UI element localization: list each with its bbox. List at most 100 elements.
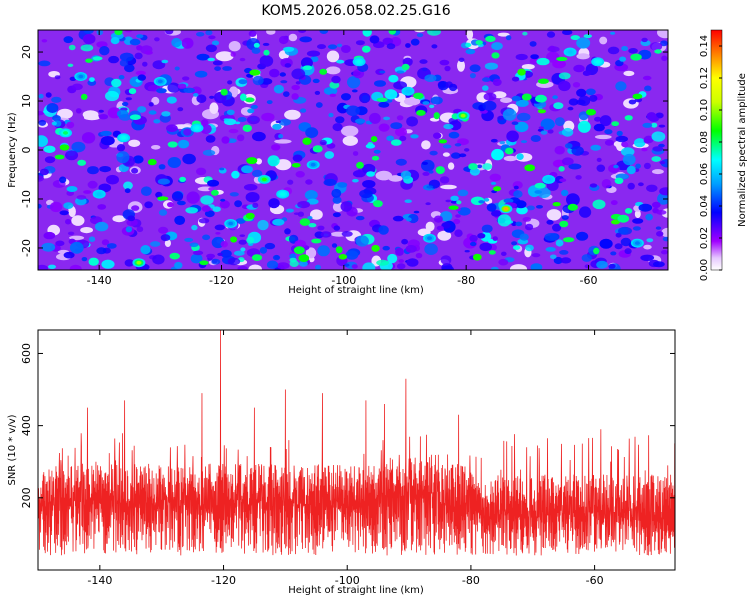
heatmap-cell xyxy=(501,251,507,256)
heatmap-cell xyxy=(562,237,575,243)
heatmap-cell xyxy=(628,99,637,105)
heatmap-cell xyxy=(421,140,431,150)
heatmap-cell xyxy=(266,260,279,269)
heatmap-cell xyxy=(191,224,198,231)
heatmap-cell xyxy=(522,217,532,222)
heatmap-cell xyxy=(264,242,276,250)
heatmap-cell xyxy=(289,253,297,260)
heatmap-cell xyxy=(304,190,318,200)
heatmap-cell xyxy=(222,66,233,71)
heatmap-cell xyxy=(359,92,371,104)
heatmap-cell xyxy=(441,222,451,229)
heatmap-cell xyxy=(490,266,499,270)
heatmap-cell xyxy=(252,131,266,142)
heatmap-cell xyxy=(110,37,120,45)
heatmap-hotspot xyxy=(157,79,163,84)
heatmap-cell xyxy=(562,30,573,35)
heatmap-cell xyxy=(646,112,657,121)
heatmap-cell xyxy=(490,138,498,143)
heatmap-cell xyxy=(620,237,632,247)
heatmap-cell xyxy=(439,211,453,222)
heatmap-cell xyxy=(534,182,546,189)
heatmap-cell xyxy=(440,184,457,190)
heatmap-cell xyxy=(347,76,361,89)
heatmap-cell xyxy=(645,213,653,221)
heatmap-cell xyxy=(491,42,503,51)
heatmap-cell xyxy=(395,127,407,137)
heatmap-cell xyxy=(483,92,497,101)
heatmap-cell xyxy=(87,166,99,175)
heatmap-cell xyxy=(589,183,598,188)
heatmap-cell xyxy=(81,257,88,262)
heatmap-cell xyxy=(509,264,528,270)
heatmap-cell xyxy=(388,175,403,182)
snr-x-axis: -140 -120 -100 -80 -60 xyxy=(87,330,604,587)
heatmap-cell xyxy=(167,202,174,208)
heatmap-cell xyxy=(174,215,186,225)
y-tick-label: 400 xyxy=(20,415,33,436)
heatmap-cell xyxy=(336,59,345,64)
heatmap-cell xyxy=(445,199,452,203)
heatmap-cell xyxy=(451,152,461,159)
heatmap-cell xyxy=(405,217,412,222)
heatmap-cell xyxy=(395,158,407,166)
heatmap-cell xyxy=(419,59,428,64)
heatmap-cell xyxy=(273,84,284,94)
heatmap-cell xyxy=(568,98,579,106)
heatmap-cell xyxy=(643,244,652,250)
heatmap-cell xyxy=(116,151,130,164)
heatmap-cell xyxy=(429,104,435,109)
heatmap-cell xyxy=(547,129,554,134)
heatmap-cell xyxy=(106,243,117,249)
heatmap-cell xyxy=(570,35,580,41)
heatmap-cell xyxy=(596,157,602,162)
x-tick-label: -120 xyxy=(209,274,234,287)
heatmap-cell xyxy=(601,179,612,189)
heatmap-cell xyxy=(530,135,541,142)
heatmap-cell xyxy=(352,178,359,183)
heatmap-cell xyxy=(581,254,592,262)
heatmap-cell xyxy=(205,30,213,36)
heatmap-cell xyxy=(511,241,518,246)
heatmap-cell xyxy=(378,225,389,235)
heatmap-cell xyxy=(497,214,512,227)
heatmap-cell xyxy=(415,252,423,259)
heatmap-cell xyxy=(208,35,216,40)
heatmap-cell xyxy=(111,78,122,88)
heatmap-cell xyxy=(576,37,591,49)
heatmap-cell xyxy=(443,123,454,130)
heatmap-cell xyxy=(69,241,84,254)
heatmap-cell xyxy=(622,153,636,166)
heatmap-cell xyxy=(450,195,459,201)
heatmap-cell xyxy=(433,112,440,120)
snr-frame xyxy=(37,329,676,571)
heatmap-cell xyxy=(80,227,93,234)
x-tick-label: -60 xyxy=(586,574,604,587)
heatmap-cell xyxy=(586,108,596,116)
heatmap-cell xyxy=(127,215,136,222)
heatmap-cell xyxy=(190,253,203,264)
heatmap-cell xyxy=(214,224,225,231)
heatmap-cell xyxy=(359,189,373,199)
heatmap-cell xyxy=(457,59,465,72)
heatmap-cell xyxy=(39,168,50,176)
heatmap-cell xyxy=(656,210,667,215)
heatmap-cell xyxy=(659,187,668,196)
heatmap-cell xyxy=(453,218,461,225)
heatmap-cell xyxy=(414,30,426,33)
heatmap-cell xyxy=(457,138,469,146)
heatmap-cell xyxy=(166,124,178,132)
heatmap-cell xyxy=(298,30,307,33)
heatmap-cell xyxy=(194,70,208,78)
heatmap-cell xyxy=(329,93,337,98)
heatmap-cell xyxy=(171,37,182,48)
heatmap-cell xyxy=(291,84,301,91)
heatmap-cell xyxy=(332,212,341,218)
heatmap-cell xyxy=(201,205,211,212)
heatmap-cell xyxy=(565,143,573,149)
heatmap-cell xyxy=(503,198,514,204)
heatmap-cell xyxy=(257,219,269,231)
heatmap-cell xyxy=(341,125,359,137)
heatmap-cell xyxy=(628,48,638,54)
heatmap-cell xyxy=(97,204,107,210)
